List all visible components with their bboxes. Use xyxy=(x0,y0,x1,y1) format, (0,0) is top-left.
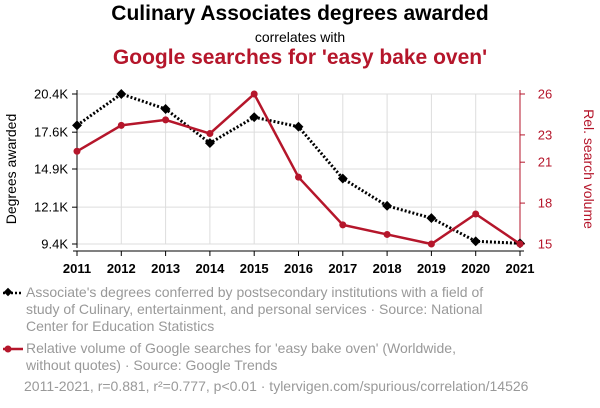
x-tick-label: 2019 xyxy=(417,261,446,276)
x-tick-label: 2013 xyxy=(151,261,180,276)
chart-title-secondary: Google searches for 'easy bake oven' xyxy=(112,46,488,69)
series-degrees-point xyxy=(72,120,82,131)
left-tick-label: 17.6K xyxy=(34,125,68,140)
series-search-volume-point xyxy=(250,90,258,98)
series-search-volume-point xyxy=(472,210,480,218)
series-search-volume-point xyxy=(339,221,347,229)
gridlines xyxy=(76,93,521,245)
series-search-volume-point xyxy=(206,130,214,138)
series-search-volume xyxy=(73,90,524,248)
right-tick-label: 15 xyxy=(538,237,552,252)
series-degrees-point xyxy=(337,173,348,184)
series-degrees-point xyxy=(160,104,171,114)
legend-item-search-volume: Relative volume of Google searches for '… xyxy=(2,340,592,376)
series-degrees-point xyxy=(426,213,437,224)
series-degrees-point xyxy=(470,236,481,247)
x-tick-label: 2016 xyxy=(284,261,313,276)
legend-item-degrees: Associate's degrees conferred by postsec… xyxy=(2,284,592,336)
right-tick-label: 23 xyxy=(538,127,552,142)
legend-marker-degrees xyxy=(3,287,23,297)
x-tick-label: 2021 xyxy=(506,261,535,276)
left-tick-label: 12.1K xyxy=(34,200,68,215)
series-degrees-point xyxy=(204,138,215,149)
legend-label-search-volume: Relative volume of Google searches for '… xyxy=(26,340,456,373)
series-search-volume-point xyxy=(427,240,435,248)
right-tick-label: 21 xyxy=(538,155,552,170)
legend-marker-search-volume xyxy=(3,345,23,353)
series-search-volume-point xyxy=(117,121,125,129)
series-search-volume-point xyxy=(162,116,170,124)
x-tick-label: 2015 xyxy=(240,261,269,276)
x-tick-label: 2020 xyxy=(461,261,490,276)
series-search-volume-point xyxy=(295,173,302,181)
left-tick-label: 9.4K xyxy=(41,237,68,252)
right-tick-label: 26 xyxy=(538,87,552,102)
x-tick-label: 2017 xyxy=(328,261,357,276)
x-tick-label: 2014 xyxy=(195,261,225,276)
series-search-volume-point xyxy=(73,147,81,155)
series-search-volume-point xyxy=(516,240,524,248)
chart-title: Culinary Associates degrees awarded xyxy=(111,2,489,25)
left-axis-title: Degrees awarded xyxy=(3,114,19,225)
x-tick-label: 2011 xyxy=(63,261,91,276)
series-degrees-point xyxy=(382,200,393,211)
series-degrees-point xyxy=(116,89,127,99)
left-tick-label: 20.4K xyxy=(34,87,68,102)
legend-label-degrees: Associate's degrees conferred by postsec… xyxy=(26,284,484,334)
series-search-volume-point xyxy=(383,230,391,238)
series-degrees-point xyxy=(293,121,304,132)
right-axis-title: Rel. search volume xyxy=(581,109,597,229)
left-tick-label: 14.9K xyxy=(34,162,68,177)
chart-subtitle: correlates with xyxy=(254,29,346,45)
x-tick-label: 2012 xyxy=(107,261,136,276)
right-tick-label: 18 xyxy=(538,196,552,211)
x-tick-label: 2018 xyxy=(373,261,402,276)
series-degrees-point xyxy=(249,112,260,123)
chart-footer: 2011-2021, r=0.881, r²=0.777, p<0.01 · t… xyxy=(24,378,529,394)
axes: 9.4K 12.1K 14.9K 17.6K 20.4K 15 18 21 23 26 2011 20… xyxy=(3,87,597,277)
